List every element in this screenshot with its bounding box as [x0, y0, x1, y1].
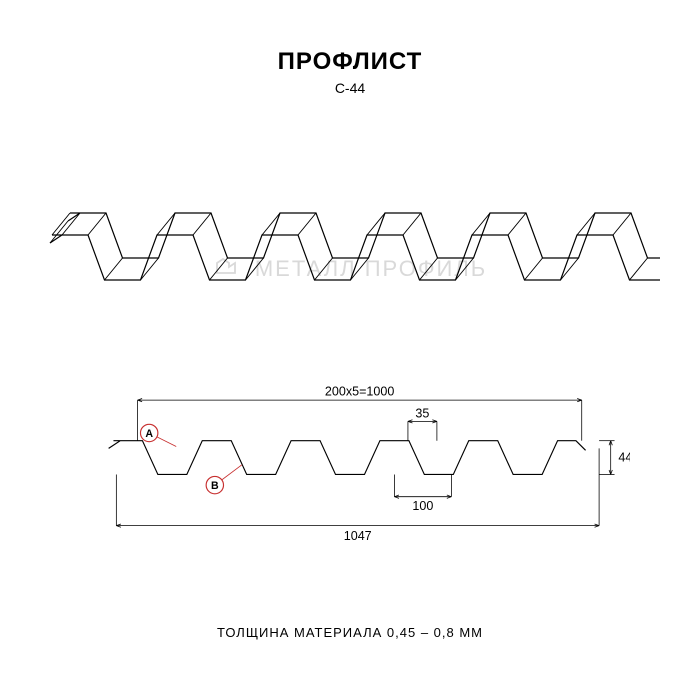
cross-section-view: 200x5=1000 35 100 1047 44 A B [70, 370, 630, 550]
svg-text:200x5=1000: 200x5=1000 [325, 384, 394, 398]
svg-text:100: 100 [412, 499, 433, 513]
svg-text:B: B [211, 480, 219, 492]
isometric-view [40, 140, 660, 320]
svg-text:1047: 1047 [344, 529, 372, 543]
svg-text:44: 44 [618, 450, 630, 464]
thickness-spec: ТОЛЩИНА МАТЕРИАЛА 0,45 – 0,8 ММ [0, 625, 700, 640]
product-title: ПРОФЛИСТ [0, 48, 700, 76]
svg-text:35: 35 [415, 407, 429, 421]
svg-text:A: A [145, 428, 153, 440]
product-subtitle: С-44 [0, 80, 700, 96]
